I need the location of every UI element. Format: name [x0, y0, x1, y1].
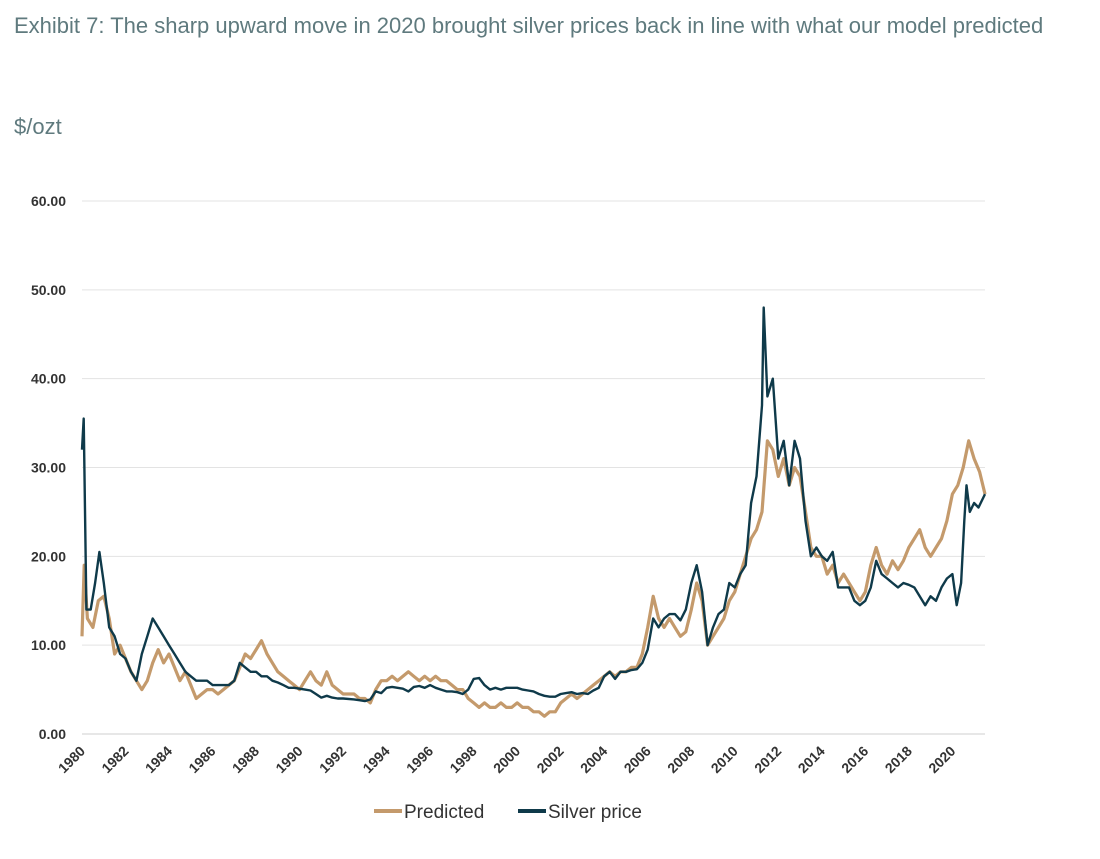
x-tick-label: 1990 [272, 743, 305, 776]
x-tick-label: 2006 [621, 743, 654, 776]
y-tick-label: 10.00 [31, 637, 66, 653]
y-tick-label: 30.00 [31, 460, 66, 476]
gridlines [82, 200, 985, 735]
x-tick-label: 2010 [708, 743, 741, 776]
x-tick-label: 1982 [98, 743, 131, 776]
x-tick-label: 2020 [925, 743, 958, 776]
x-tick-label: 2018 [882, 743, 915, 776]
x-tick-label: 1996 [403, 743, 436, 776]
legend-label: Predicted [404, 802, 484, 823]
y-tick-label: 50.00 [31, 282, 66, 298]
x-tick-label: 2014 [795, 743, 828, 776]
x-tick-label: 1984 [142, 743, 175, 776]
x-tick-label: 2016 [838, 743, 871, 776]
legend-label: Silver price [548, 802, 642, 823]
y-tick-label: 40.00 [31, 371, 66, 387]
x-tick-label: 2002 [533, 743, 566, 776]
x-tick-label: 2012 [751, 743, 784, 776]
y-tick-label: 60.00 [31, 193, 66, 209]
y-tick-label: 20.00 [31, 548, 66, 564]
x-axis-ticks: 1980 1982 1984 1986 1988 1990 1992 1994 1996 1998… [55, 743, 959, 776]
x-tick-label: 1998 [446, 743, 479, 776]
x-tick-label: 2000 [490, 743, 523, 776]
series-line-predicted [80, 439, 987, 718]
chart-title: Exhibit 7: The sharp upward move in 2020… [14, 13, 1044, 38]
y-unit-label: $/ozt [14, 114, 62, 139]
series-lines [80, 306, 987, 718]
x-tick-label: 2008 [664, 743, 697, 776]
legend: Predicted Silver price [374, 802, 642, 823]
y-axis-ticks: 0.00 10.00 20.00 30.00 40.00 50.00 60.00 [31, 193, 66, 742]
x-tick-label: 1988 [229, 743, 262, 776]
x-tick-label: 1986 [185, 743, 218, 776]
x-tick-label: 1992 [316, 743, 349, 776]
x-tick-label: 1980 [55, 743, 88, 776]
series-line-silver-price [80, 306, 987, 703]
x-tick-label: 2004 [577, 743, 610, 776]
x-tick-label: 1994 [359, 743, 392, 776]
y-tick-label: 0.00 [39, 726, 66, 742]
